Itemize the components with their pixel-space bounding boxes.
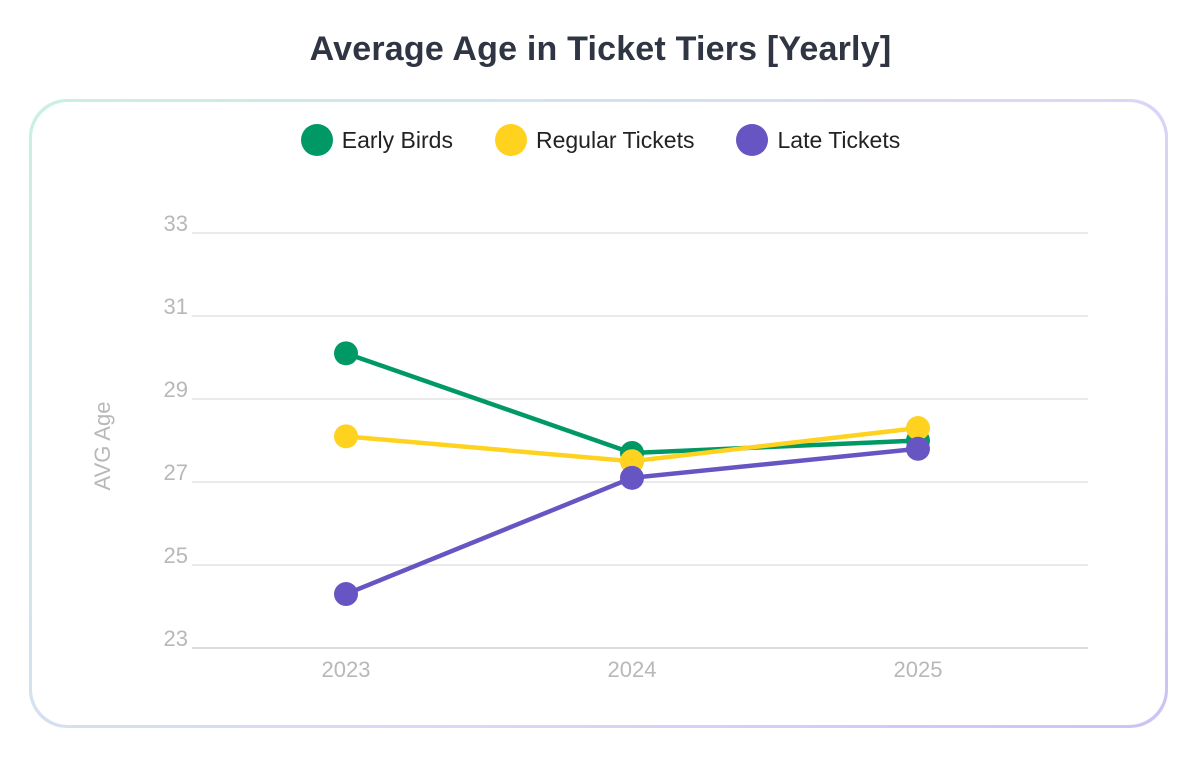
chart-title: Average Age in Ticket Tiers [Yearly]	[309, 30, 892, 68]
legend-label-early-birds: Early Birds	[341, 126, 453, 153]
data-point-regular-tickets-2024[interactable]	[620, 449, 644, 474]
x-tick-label: 2024	[608, 657, 657, 682]
gridlines	[192, 232, 1088, 649]
y-tick-label: 33	[164, 211, 188, 236]
legend-marker-regular-tickets	[494, 124, 527, 156]
legend: Early Birds Regular Tickets Late Tickets	[0, 124, 1201, 156]
data-point-late-tickets-2025[interactable]	[906, 436, 930, 461]
y-tick-label: 27	[164, 460, 188, 485]
legend-label-late-tickets: Late Tickets	[777, 126, 901, 153]
y-axis-ticks: 23 25 27 29 31 33	[164, 211, 188, 651]
legend-item-late-tickets[interactable]: Late Tickets	[736, 124, 900, 156]
legend-item-early-birds[interactable]: Early Birds	[300, 124, 453, 156]
x-axis-ticks: 2023 2024 2025	[322, 657, 943, 682]
data-point-late-tickets-2023[interactable]	[334, 582, 358, 607]
legend-marker-late-tickets	[736, 124, 769, 156]
x-tick-label: 2023	[322, 657, 371, 682]
data-point-late-tickets-2024[interactable]	[620, 465, 644, 490]
y-tick-label: 31	[164, 294, 188, 319]
y-tick-label: 23	[164, 626, 188, 651]
data-point-regular-tickets-2025[interactable]	[906, 416, 930, 441]
x-tick-label: 2025	[894, 657, 943, 682]
legend-item-regular-tickets[interactable]: Regular Tickets	[494, 124, 695, 156]
legend-marker-early-birds	[300, 124, 333, 156]
data-point-early-birds-2023[interactable]	[334, 341, 358, 366]
data-point-regular-tickets-2023[interactable]	[334, 424, 358, 449]
y-tick-label: 25	[164, 543, 188, 568]
y-tick-label: 29	[164, 377, 188, 402]
chart-card	[32, 102, 1165, 725]
series-points	[334, 341, 930, 607]
y-axis-title: AVG Age	[90, 402, 115, 491]
legend-label-regular-tickets: Regular Tickets	[535, 126, 695, 153]
